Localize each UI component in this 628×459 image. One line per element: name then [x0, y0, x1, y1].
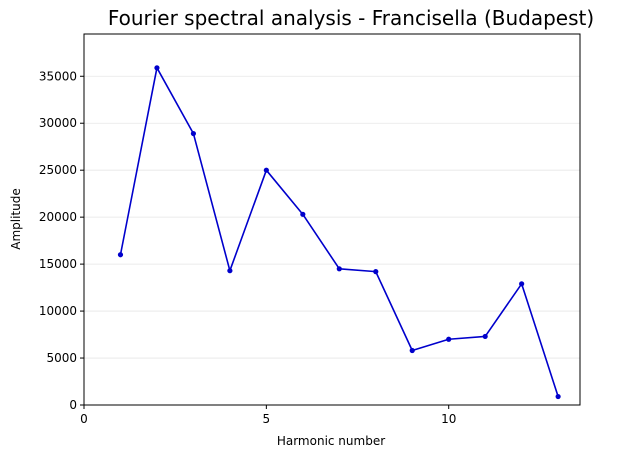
y-tick-label: 30000 — [39, 116, 77, 130]
x-tick-label: 10 — [441, 412, 456, 426]
y-axis-label: Amplitude — [9, 188, 23, 250]
chart-title: Fourier spectral analysis - Francisella … — [108, 6, 594, 30]
x-tick-label: 5 — [263, 412, 271, 426]
y-tick-label: 35000 — [39, 69, 77, 83]
data-point — [519, 281, 525, 287]
y-tick-label: 10000 — [39, 304, 77, 318]
y-tick-label: 25000 — [39, 163, 77, 177]
x-axis: 0 5 10 — [80, 405, 456, 426]
plot-frame — [83, 33, 581, 406]
data-point — [373, 269, 379, 275]
y-tick-label: 15000 — [39, 257, 77, 271]
data-point — [409, 347, 415, 354]
series-line — [119, 67, 559, 397]
data-point — [300, 211, 306, 217]
y-tick-label: 20000 — [39, 210, 77, 224]
data-point — [482, 333, 488, 340]
y-tick-label: 5000 — [46, 351, 77, 365]
data-point — [190, 130, 197, 137]
x-axis-label: Harmonic number — [277, 434, 385, 448]
data-point — [227, 268, 233, 274]
series-layer — [117, 65, 561, 400]
data-point — [154, 65, 160, 71]
data-point — [336, 266, 342, 272]
data-point — [446, 336, 452, 342]
y-axis: 0 5000 10000 15000 20000 25000 30000 35000 — [39, 69, 84, 412]
y-tick-label: 0 — [69, 398, 77, 412]
data-point — [555, 393, 561, 400]
grid — [84, 75, 580, 359]
data-point — [263, 167, 269, 173]
data-point — [117, 252, 124, 258]
x-tick-label: 0 — [80, 412, 88, 426]
